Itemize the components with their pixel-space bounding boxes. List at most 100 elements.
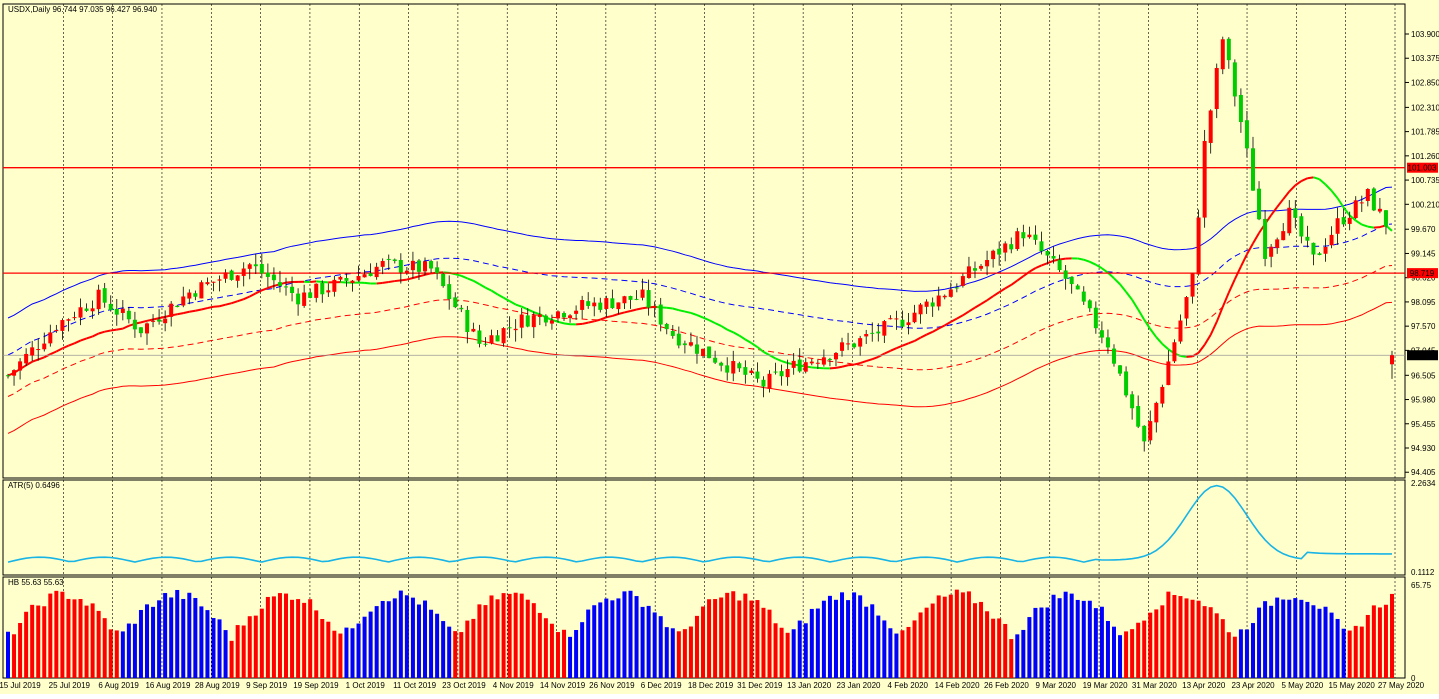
hb-bar xyxy=(1305,602,1309,678)
candle-body xyxy=(1033,235,1037,240)
candle-body xyxy=(683,343,687,345)
x-tick-label: 31 Dec 2019 xyxy=(737,681,783,690)
hb-bar xyxy=(1076,600,1080,678)
candle-body xyxy=(1009,244,1013,249)
hb-bar xyxy=(665,627,669,678)
candle-body xyxy=(991,251,995,259)
candle-body xyxy=(677,334,681,346)
hb-bar xyxy=(907,627,911,678)
hb-bar xyxy=(60,592,64,678)
x-tick-label: 1 Oct 2019 xyxy=(346,681,386,690)
hb-bar xyxy=(1172,595,1176,678)
hb-bar xyxy=(653,612,657,678)
hb-bar xyxy=(943,597,947,678)
candle-body xyxy=(1330,235,1334,245)
y-tick-label: 100.735 xyxy=(1411,176,1439,185)
hb-bar xyxy=(1317,609,1321,678)
y-tick-label: 103.375 xyxy=(1411,54,1439,63)
x-tick-label: 26 Nov 2019 xyxy=(589,681,635,690)
mid-ma-line xyxy=(1180,356,1186,357)
hb-bar xyxy=(949,595,953,678)
hb-bar xyxy=(1209,607,1213,678)
candle-body xyxy=(810,362,814,364)
candle-body xyxy=(665,324,669,329)
candle-body xyxy=(429,261,433,268)
candle-body xyxy=(36,349,40,350)
candle-body xyxy=(816,363,820,364)
candle-body xyxy=(411,261,415,270)
candle-body xyxy=(876,332,880,334)
hb-bar xyxy=(1070,594,1074,678)
hb-bar xyxy=(387,601,391,678)
candle-body xyxy=(695,344,699,353)
candle-body xyxy=(1112,349,1116,364)
candle-body xyxy=(1342,217,1346,224)
candle-body xyxy=(72,317,76,318)
hb-bar xyxy=(236,625,240,678)
candle-body xyxy=(659,305,663,325)
candle-body xyxy=(628,296,632,300)
candle-body xyxy=(326,290,330,292)
candle-body xyxy=(858,338,862,346)
candle-body xyxy=(743,367,747,375)
hb-bar xyxy=(538,613,542,678)
candle-body xyxy=(635,299,639,300)
x-tick-label: 23 Oct 2019 xyxy=(442,681,486,690)
hb-bar xyxy=(532,603,536,678)
candle-body xyxy=(768,374,772,389)
candle-body xyxy=(459,308,463,309)
candle-body xyxy=(332,280,336,292)
candle-body xyxy=(1058,260,1062,270)
hb-bar xyxy=(326,622,330,678)
candle-body xyxy=(1390,355,1394,364)
hb-bar xyxy=(628,591,632,678)
x-tick-label: 13 Apr 2020 xyxy=(1182,681,1226,690)
candle-body xyxy=(900,320,904,327)
candle-body xyxy=(393,260,397,262)
candle-body xyxy=(852,343,856,347)
candle-body xyxy=(864,334,868,336)
candle-body xyxy=(169,304,173,317)
hb-bar xyxy=(30,605,34,678)
mid-ma-line xyxy=(286,282,292,283)
candle-body xyxy=(1172,342,1176,361)
candle-body xyxy=(1209,111,1213,143)
candle-body xyxy=(520,315,524,328)
candle-body xyxy=(1124,371,1128,395)
mid-ma-line xyxy=(195,310,201,311)
hb-bar xyxy=(332,631,336,678)
mid-ma-line xyxy=(159,317,165,318)
hb-bar xyxy=(465,621,469,678)
hb-bar xyxy=(677,631,681,678)
hb-bar xyxy=(1106,621,1110,678)
hb-bar xyxy=(230,641,234,678)
hb-bar xyxy=(139,610,143,678)
mid-ma-line xyxy=(679,310,685,311)
hb-bar xyxy=(453,631,457,678)
hb-bar xyxy=(1142,621,1146,678)
y-tick-label: 98.095 xyxy=(1411,298,1436,307)
hb-bar xyxy=(42,606,46,678)
hb-bar xyxy=(604,599,608,678)
hb-bar xyxy=(1112,627,1116,678)
hb-bar xyxy=(931,604,935,678)
hb-bar xyxy=(1191,600,1195,678)
hb-bar xyxy=(260,609,264,678)
candle-body xyxy=(278,282,282,286)
hb-bar xyxy=(1311,605,1315,678)
hb-bar xyxy=(1124,631,1128,678)
candle-body xyxy=(12,370,16,376)
mid-ma-line xyxy=(564,323,570,324)
hb-bar xyxy=(314,610,318,678)
atr-title: ATR(5) 0.6496 xyxy=(8,481,60,490)
candle-body xyxy=(1293,208,1297,217)
candle-body xyxy=(465,310,469,332)
current-price-label: 96.940 xyxy=(1410,351,1435,360)
candle-body xyxy=(1148,421,1152,440)
hb-bar xyxy=(1354,626,1358,678)
candle-body xyxy=(109,304,113,310)
candle-body xyxy=(985,260,989,266)
candle-body xyxy=(218,279,222,280)
